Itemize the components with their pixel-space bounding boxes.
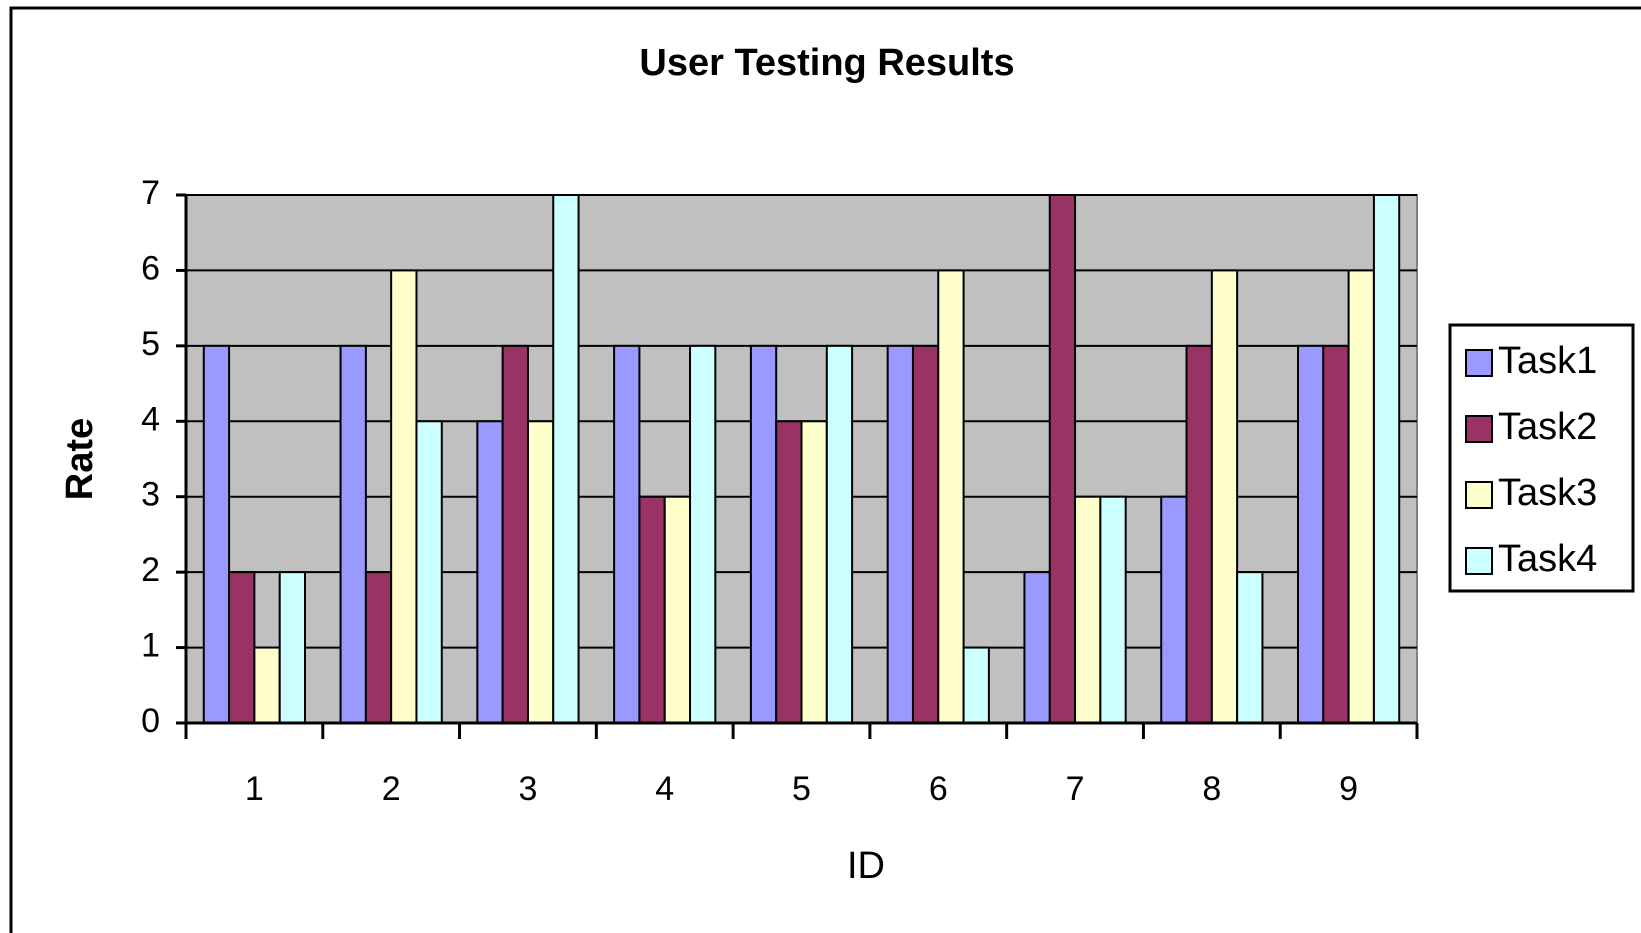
bar <box>800 420 828 724</box>
x-tick-label: 7 <box>1066 770 1085 808</box>
bar <box>1297 344 1325 724</box>
bar <box>1236 571 1264 725</box>
y-tick-label: 4 <box>141 400 160 438</box>
legend-swatch <box>1465 547 1493 575</box>
legend-swatch <box>1465 349 1493 377</box>
bar <box>1074 495 1102 725</box>
legend-label: Task2 <box>1498 406 1597 448</box>
bar <box>278 571 306 725</box>
bar <box>1322 344 1350 724</box>
legend-label: Task1 <box>1498 340 1597 382</box>
bar <box>202 344 231 724</box>
bar <box>663 495 692 725</box>
bar <box>526 420 555 724</box>
bar <box>476 420 504 724</box>
bar <box>1210 269 1239 724</box>
bar <box>1185 344 1213 724</box>
bar <box>364 571 393 725</box>
bar <box>1023 571 1051 725</box>
x-axis-label: ID <box>847 845 885 887</box>
y-tick-label: 1 <box>141 627 160 665</box>
bar <box>638 495 666 725</box>
y-tick-label: 3 <box>141 476 160 514</box>
bar <box>552 194 580 724</box>
bar <box>937 269 965 724</box>
bar <box>1048 194 1077 724</box>
x-tick-label: 1 <box>245 770 264 808</box>
bar <box>911 344 940 724</box>
y-axis-label: Rate <box>59 418 101 500</box>
y-tick-label: 6 <box>141 249 160 287</box>
x-tick-label: 5 <box>792 770 811 808</box>
bar <box>501 344 529 724</box>
y-tick-label: 0 <box>141 702 160 740</box>
bar <box>962 646 990 724</box>
x-tick-label: 6 <box>929 770 948 808</box>
bar <box>390 269 418 724</box>
bar <box>1099 495 1127 725</box>
y-tick-label: 2 <box>141 551 160 589</box>
y-tick-label: 7 <box>141 174 160 212</box>
bar <box>689 344 717 724</box>
bar <box>886 344 914 724</box>
x-tick-label: 9 <box>1339 770 1358 808</box>
x-tick-label: 4 <box>655 770 674 808</box>
bar <box>775 420 803 724</box>
bar <box>253 646 281 724</box>
bar <box>825 344 854 724</box>
bar <box>228 571 256 725</box>
x-tick-label: 3 <box>518 770 537 808</box>
bar <box>1160 495 1188 725</box>
legend-swatch <box>1465 415 1493 443</box>
legend-label: Task3 <box>1498 472 1597 514</box>
bar <box>1347 269 1375 724</box>
bar <box>415 420 443 724</box>
bar <box>339 344 367 724</box>
chart-title: User Testing Results <box>639 42 1014 84</box>
bar <box>613 344 641 724</box>
legend-label: Task4 <box>1498 538 1597 580</box>
y-tick-label: 5 <box>141 325 160 363</box>
bar <box>1372 194 1401 724</box>
x-tick-label: 8 <box>1202 770 1221 808</box>
bar <box>749 344 778 724</box>
legend-swatch <box>1465 481 1493 509</box>
x-tick-label: 2 <box>382 770 401 808</box>
